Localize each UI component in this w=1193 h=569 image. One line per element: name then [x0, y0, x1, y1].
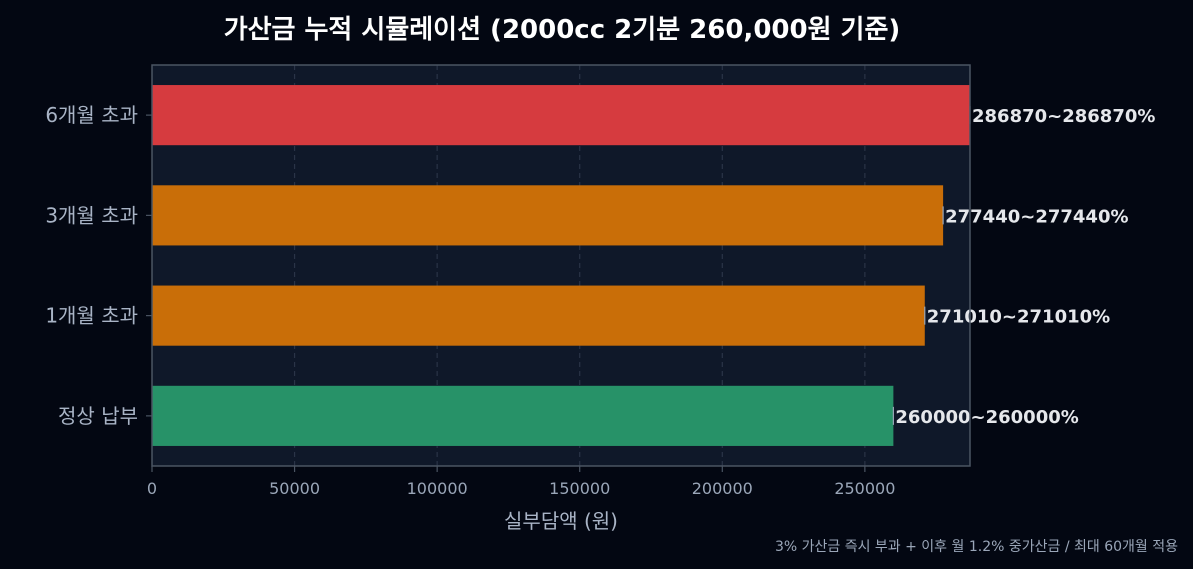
y-tick-label: 1개월 초과: [45, 304, 138, 328]
y-tick-label: 정상 납부: [58, 404, 138, 428]
x-tick-label: 100000: [407, 479, 468, 498]
value-label: 260000~260000%: [895, 407, 1078, 428]
x-axis-label: 실부담액 (원): [504, 509, 618, 533]
value-labels: 286870~286870% 277440~277440% 271010~27101…: [892, 106, 1155, 428]
x-axis-ticks: 0 50000 100000 150000 200000 250000: [147, 466, 895, 498]
plot-frame: [151, 64, 971, 467]
value-label: 271010~271010%: [927, 307, 1110, 328]
bars: [152, 85, 970, 446]
x-tick-label: 50000: [269, 479, 320, 498]
chart-title: 가산금 누적 시뮬레이션 (2000cc 2기분 260,000원 기준): [224, 15, 901, 45]
bar: [152, 185, 944, 246]
x-tick-label: 200000: [692, 479, 753, 498]
value-label: 286870~286870%: [972, 106, 1155, 127]
x-tick-label: 0: [147, 479, 157, 498]
footnote: 3% 가산금 즉시 부과 + 이후 월 1.2% 중가산금 / 최대 60개월 …: [775, 539, 1178, 555]
bar: [152, 385, 894, 446]
bar: [152, 85, 970, 146]
y-tick-label: 6개월 초과: [45, 103, 138, 127]
bar: [152, 285, 925, 346]
x-tick-label: 250000: [834, 479, 895, 498]
y-tick-label: 3개월 초과: [45, 203, 138, 227]
value-label: 277440~277440%: [945, 206, 1128, 227]
x-tick-label: 150000: [549, 479, 610, 498]
